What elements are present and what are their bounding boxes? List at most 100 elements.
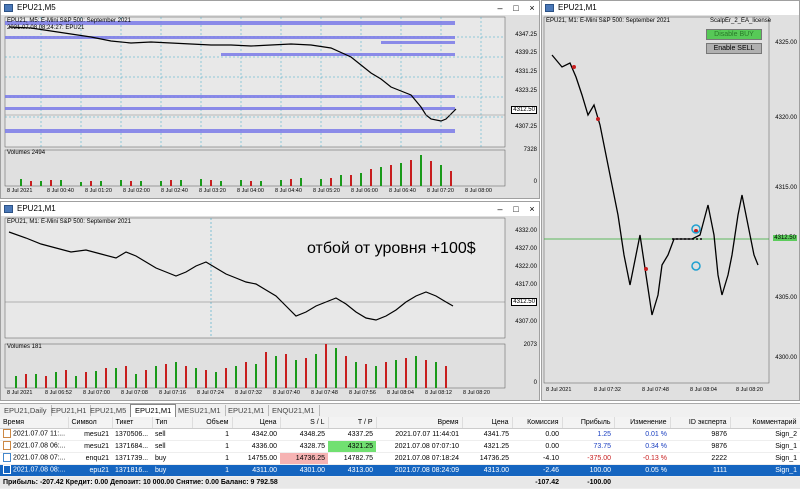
cell: 9876 [670,440,730,453]
tab-epu21-h1[interactable]: EPU21,H1 [47,405,92,416]
chart-window-m1-right[interactable]: EPU21,M1 EPU21, M1: E-Mini S&P 500: Sept… [541,0,800,401]
column-header[interactable]: Время [0,417,69,429]
cell: 1371816... [112,464,152,477]
column-header[interactable]: Цена [232,417,281,429]
x-tick: 8 Jul 05:20 [313,188,340,194]
column-header[interactable]: Комиссия [512,417,563,429]
window-titlebar[interactable]: EPU21,M1 [542,1,799,16]
window-titlebar[interactable]: EPU21,M1 – □ × [1,202,539,217]
tab-mesu21-m1[interactable]: MESU21,M1 [174,405,226,416]
column-header[interactable]: Изменение [614,417,671,429]
enable-sell-button[interactable]: Enable SELL [706,43,762,54]
price-tick: 4332.00 [515,228,537,234]
price-tick: 4315.00 [775,185,797,191]
price-tick: 4323.25 [515,88,537,94]
column-header[interactable]: Символ [68,417,113,429]
x-tick: 8 Jul 08:12 [425,390,452,396]
tab-epu21-daily[interactable]: EPU21,Daily [0,405,52,416]
volume-label: Volumes 181 [7,344,42,350]
tab-enqu21-m1[interactable]: ENQU21,M1 [268,405,320,416]
cell: 0.00 [512,428,562,441]
chart-window-m5[interactable]: EPU21,M5 – □ × [0,0,540,199]
m1-chart-svg [4,217,506,389]
cell: 100.00 [562,464,614,477]
price-chart[interactable]: EPU21, M1: E-Mini S&P 500: September 202… [542,15,799,400]
cell: 4313.00 [328,464,376,477]
cell: 14782.75 [328,452,376,465]
minimize-icon[interactable]: – [497,3,503,13]
chart-tabs: EPU21,Daily EPU21,H1 EPU21,M5 EPU21,M1 M… [0,403,800,418]
x-tick: 8 Jul 07:08 [121,390,148,396]
cell: 1370506... [112,428,152,441]
window-title: EPU21,M1 [558,3,597,12]
cell: -375.00 [562,452,614,465]
cell: 1 [192,440,232,453]
x-tick: 8 Jul 08:04 [690,387,717,393]
cell: 1371739... [112,452,152,465]
cell: 4321.25 [462,440,512,453]
price-tick: 4307.00 [515,319,537,325]
tab-epu21-m5[interactable]: EPU21,M5 [86,405,132,416]
column-header[interactable]: Прибыль [562,417,615,429]
ea-name: ScalpEr_2_EA_license [710,18,772,24]
deal-icon [3,441,11,451]
column-header[interactable]: Цена [462,417,513,429]
price-chart[interactable]: EPU21, M5: E-Mini S&P 500: September 202… [1,15,539,198]
deal-icon [3,453,11,463]
table-row-selected[interactable]: 2021.07.08 08:... epu21 1371816... buy 1… [0,464,800,477]
summary-commission: -107.42 [512,476,562,489]
x-tick: 8 Jul 08:20 [736,387,763,393]
column-header[interactable]: Время [376,417,463,429]
deal-icon [3,465,11,475]
column-header[interactable]: T / P [328,417,377,429]
table-row[interactable]: 2021.07.08 07:... enqu21 1371739... buy … [0,452,800,465]
cell: Sign_1 [730,440,800,453]
cell: 2021.07.08 07:07:10 [376,440,462,453]
column-header[interactable]: Тикет [112,417,153,429]
tab-epu21-m1-2[interactable]: EPU21,M1 [224,405,270,416]
disable-buy-button[interactable]: Disable BUY [706,29,762,40]
table-row[interactable]: 2021.07.08 06:... mesu21 1371684... sell… [0,440,800,453]
cell: mesu21 [68,428,112,441]
cell: -4.10 [512,452,562,465]
cell: 2021.07.08 07:18:24 [376,452,462,465]
maximize-icon[interactable]: □ [513,204,519,214]
price-tick: 4307.25 [515,124,537,130]
window-title: EPU21,M5 [17,3,56,12]
minimize-icon[interactable]: – [497,204,503,214]
trade-history-panel: Время Символ Тикет Тип Объем Цена S / L … [0,417,800,489]
close-icon[interactable]: × [529,3,535,13]
volume-tick: 7328 [523,147,537,153]
cell: 2021.07.07 11:... [13,430,66,438]
cell: 0.00 [512,440,562,453]
x-tick: 8 Jul 06:00 [351,188,378,194]
cell: 2021.07.07 11:44:01 [376,428,462,441]
x-tick: 8 Jul 08:20 [463,390,490,396]
column-header[interactable]: Комментарий [730,417,800,429]
price-chart[interactable]: EPU21, M1: E-Mini S&P 500: September 202… [1,216,539,400]
tab-epu21-m1[interactable]: EPU21,M1 [130,404,177,417]
x-tick: 8 Jul 06:52 [45,390,72,396]
x-tick: 8 Jul 07:32 [235,390,262,396]
cell: epu21 [68,464,112,477]
cell: 4321.25 [328,440,376,453]
annotation-text: отбой от уровня +100$ [307,240,476,257]
cell: 14736.25 [462,452,512,465]
cell: sell [152,428,192,441]
window-titlebar[interactable]: EPU21,M5 – □ × [1,1,539,16]
chart-info: EPU21, M5: E-Mini S&P 500: September 202… [7,18,131,24]
summary-profit: -100.00 [562,476,614,489]
close-icon[interactable]: × [529,204,535,214]
maximize-icon[interactable]: □ [513,3,519,13]
current-price-box: 4312.50 [511,298,537,306]
column-header[interactable]: ID эксперта [670,417,731,429]
table-row[interactable]: 2021.07.07 11:... mesu21 1370506... sell… [0,428,800,441]
volume-tick: 0 [533,380,537,386]
column-header[interactable]: Объем [192,417,233,429]
chart-window-m1-left[interactable]: EPU21,M1 – □ × EPU21, M1: E-Mini S&P 500… [0,201,540,401]
cell: mesu21 [68,440,112,453]
column-header[interactable]: Тип [152,417,193,429]
column-header[interactable]: S / L [280,417,329,429]
current-price-box: 4312.50 [773,235,797,241]
cell: 0.01 % [614,428,670,441]
